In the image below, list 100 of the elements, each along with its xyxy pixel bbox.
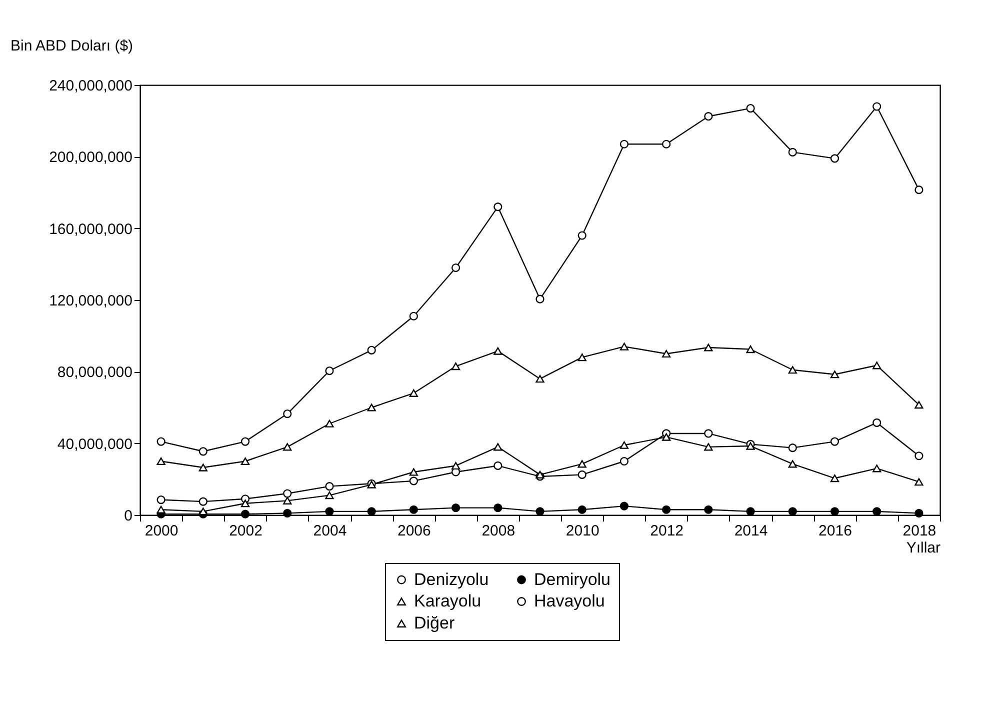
y-tick-label: 160,000,000 [49,220,132,238]
point [536,470,544,478]
point [662,433,671,441]
point [451,462,460,470]
point [830,437,840,446]
x-tick-label: 2018 [902,522,936,540]
legend-label: Diğer [414,614,455,632]
point [830,507,840,516]
x-axis-title: Yıllar [906,540,940,556]
point [914,401,924,409]
point [240,510,250,518]
point [872,507,882,516]
point [240,457,250,466]
point [409,468,418,476]
point [704,505,713,514]
point [156,457,166,466]
point [240,437,250,446]
y-axis-title: Bin ABD Doları ($) [10,38,134,54]
point [704,344,713,352]
point [451,362,460,370]
point [536,507,544,516]
point [746,507,755,516]
legend-label: Havayolu [534,592,605,610]
point [325,482,334,491]
y-tick-label: 200,000,000 [49,149,132,166]
point [872,418,882,428]
point [494,347,502,355]
point [367,507,376,516]
point [620,342,629,350]
point [746,442,755,450]
point [409,312,418,320]
point [325,491,334,500]
point [198,447,208,456]
point [662,350,671,358]
point [620,502,629,510]
point [746,345,755,354]
point [830,154,840,163]
point [620,441,629,449]
point [830,474,840,482]
point [704,429,713,438]
point [578,231,586,240]
point [788,366,797,374]
point [830,370,840,378]
point [578,505,586,514]
y-tick-label: 240,000,000 [49,78,132,94]
point [283,508,292,518]
point [914,508,924,518]
point [283,409,292,418]
point [156,437,166,446]
point [283,443,292,451]
legend-label: Denizyolu [414,570,489,589]
point [240,500,250,508]
point [578,354,586,362]
point [494,443,502,451]
point [409,505,418,514]
legend-label: Karayolu [414,592,482,610]
x-tick-label: 2002 [229,522,262,540]
point [451,504,460,512]
point [914,186,924,194]
x-tick-label: 2008 [482,522,516,540]
point [914,478,924,486]
point [325,366,334,376]
x-tick-label: 2014 [734,522,768,540]
point [409,476,418,486]
x-tick-label: 2010 [566,522,600,540]
point [662,140,671,148]
point [494,461,502,470]
point [198,497,208,506]
point [872,464,882,472]
point [662,505,671,514]
point [788,444,797,452]
y-tick-label: 120,000,000 [49,292,132,310]
point [198,508,208,516]
y-tick-label: 40,000,000 [57,436,132,453]
point [451,263,460,272]
point [536,294,544,304]
point [283,489,292,498]
x-tick-label: 2004 [313,522,347,540]
point [156,506,166,514]
point [914,452,924,460]
point [494,202,502,212]
y-tick-label: 80,000,000 [57,364,132,382]
point [788,460,797,468]
point [578,460,586,468]
x-tick-label: 2006 [397,522,431,540]
point [156,495,166,504]
point [746,104,755,113]
point [788,148,797,156]
point [620,456,629,466]
x-tick-label: 2000 [144,522,178,540]
point [872,102,882,111]
point [325,420,334,428]
y-tick-label: 0 [124,508,132,524]
point [283,496,292,504]
point [704,112,713,121]
point [788,507,797,516]
point [494,504,502,512]
point [578,470,586,479]
point [872,362,882,370]
point [620,140,629,148]
